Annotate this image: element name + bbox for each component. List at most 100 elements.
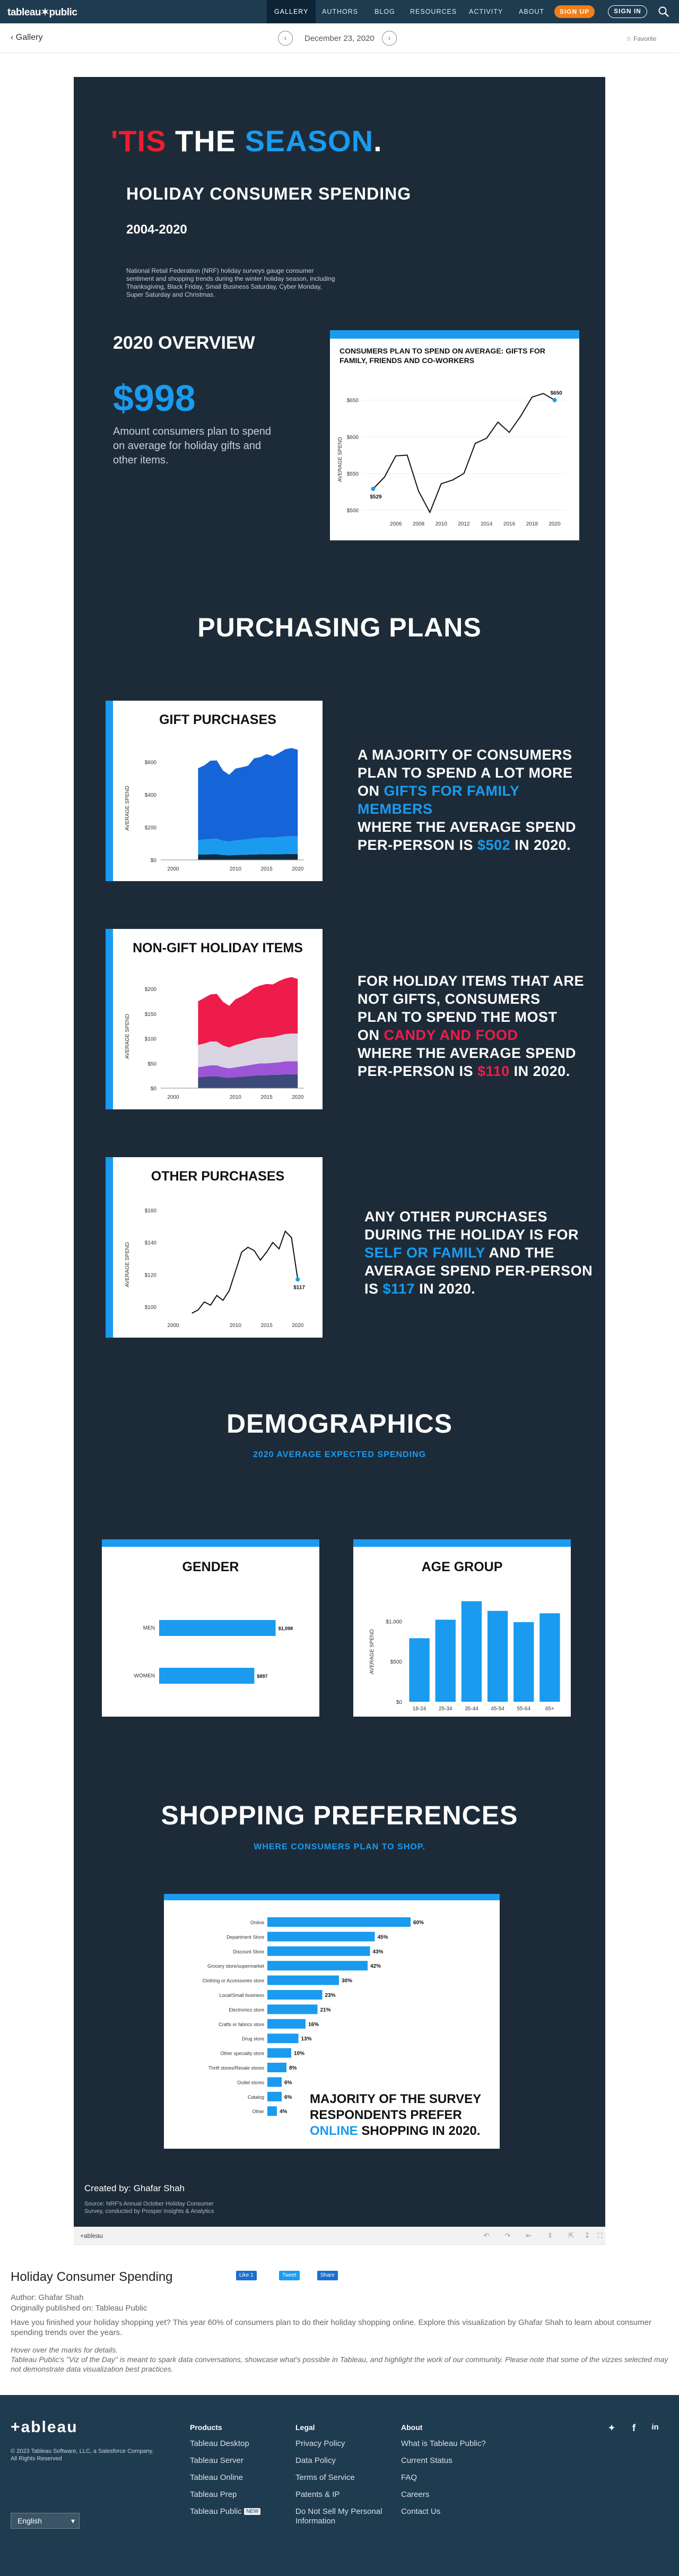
x-tick-label: 2010 bbox=[436, 521, 448, 527]
redo-icon[interactable]: ↷ bbox=[504, 2232, 511, 2239]
tableau-toolbar-logo[interactable]: +ableau bbox=[80, 2232, 103, 2239]
nav-gallery[interactable]: GALLERY bbox=[267, 0, 316, 23]
download-icon[interactable]: ↧ bbox=[584, 2232, 590, 2239]
purchasing-heading: PURCHASING PLANS bbox=[197, 613, 482, 642]
gender-accent-bar bbox=[102, 1539, 319, 1547]
x-tick-label: 2000 bbox=[167, 866, 179, 872]
nongift-statement-line: FOR HOLIDAY ITEMS THAT ARE bbox=[358, 973, 585, 989]
series-line bbox=[191, 1230, 299, 1314]
footer-link-privacy[interactable]: Privacy Policy bbox=[295, 2439, 345, 2448]
other-statement-highlight: SELF OR FAMILY bbox=[364, 1245, 485, 1261]
source-note: Source: NRF's Annual October Holiday Con… bbox=[84, 2201, 214, 2215]
demographics-subheading: 2020 AVERAGE EXPECTED SPENDING bbox=[253, 1450, 426, 1459]
data-label: 8% bbox=[289, 2065, 297, 2071]
footer-link-tableau-desktop[interactable]: Tableau Desktop bbox=[190, 2439, 249, 2448]
age-bar-chart: $0 $500 $1,000 18-24 25-34 35-44 45-54 55-64 65+ bbox=[386, 1601, 560, 1712]
footer-link-faq[interactable]: FAQ bbox=[401, 2473, 417, 2482]
footer-link-data-policy[interactable]: Data Policy bbox=[295, 2456, 336, 2465]
search-icon[interactable] bbox=[658, 6, 669, 18]
language-select-value: English bbox=[18, 2517, 42, 2525]
footer-link-what-is[interactable]: What is Tableau Public? bbox=[401, 2439, 486, 2448]
bar bbox=[267, 1990, 323, 2000]
y-tick-label: $1,000 bbox=[386, 1619, 402, 1625]
start-point bbox=[371, 487, 376, 491]
x-tick-label: 2016 bbox=[503, 521, 516, 527]
shopping-statement-line: RESPONDENTS PREFER bbox=[310, 2108, 462, 2122]
category-label: 25-34 bbox=[439, 1706, 452, 1712]
other-statement-line: ANY OTHER PURCHASES bbox=[364, 1209, 548, 1225]
category-label: MEN bbox=[143, 1625, 155, 1631]
footer-link-tableau-online[interactable]: Tableau Online bbox=[190, 2473, 243, 2482]
nav-resources[interactable]: RESOURCES bbox=[410, 8, 457, 15]
sign-in-button[interactable]: SIGN IN bbox=[608, 5, 647, 18]
favorite-button[interactable]: ☆ Favorite bbox=[626, 35, 656, 42]
language-select[interactable]: English ▾ bbox=[11, 2513, 80, 2529]
sign-up-button[interactable]: SIGN UP bbox=[554, 5, 595, 18]
footer-link-terms[interactable]: Terms of Service bbox=[295, 2473, 355, 2482]
facebook-like-button[interactable]: Like 1 bbox=[236, 2271, 257, 2280]
nongift-statement-line: PLAN TO SPEND THE MOST bbox=[358, 1009, 558, 1025]
x-tick-label: 2000 bbox=[167, 1323, 179, 1329]
x-tick-label: 2020 bbox=[549, 521, 561, 527]
bar bbox=[539, 1613, 560, 1702]
data-label: $1,098 bbox=[278, 1626, 293, 1631]
footer-link-do-not-sell[interactable]: Do Not Sell My Personal Information bbox=[295, 2507, 382, 2526]
x-tick-label: 2015 bbox=[260, 1095, 273, 1100]
share-icon[interactable]: ⇱ bbox=[568, 2232, 574, 2239]
viz-dashboard: 'TIS THE SEASON. HOLIDAY CONSUMER SPENDI… bbox=[74, 77, 605, 2227]
back-to-gallery-link[interactable]: ‹ Gallery bbox=[11, 33, 42, 42]
other-statement-value: $117 bbox=[382, 1281, 415, 1297]
pause-icon[interactable]: ‖ bbox=[549, 2232, 552, 2239]
previous-date-button[interactable]: ‹ bbox=[278, 31, 293, 46]
viz-title: Holiday Consumer Spending bbox=[11, 2270, 173, 2284]
nongift-statement-line: WHERE THE AVERAGE SPEND bbox=[358, 1045, 577, 1061]
bar bbox=[267, 2077, 282, 2087]
dashboard-title: HOLIDAY CONSUMER SPENDING bbox=[126, 184, 412, 203]
tweet-button[interactable]: Tweet bbox=[279, 2271, 300, 2280]
nongift-statement-text: ON bbox=[358, 1027, 384, 1043]
tableau-public-logo[interactable]: tableau✶public bbox=[7, 7, 77, 18]
category-label: Catalog bbox=[248, 2095, 264, 2100]
footer-link-status[interactable]: Current Status bbox=[401, 2456, 452, 2465]
revert-icon[interactable]: ⇤ bbox=[526, 2232, 532, 2239]
series-area bbox=[198, 1074, 298, 1088]
nongift-statement-text: PER-PERSON IS bbox=[358, 1063, 478, 1079]
gift-chart-title: GIFT PURCHASES bbox=[159, 712, 276, 727]
footer-link-tableau-public[interactable]: Tableau Public bbox=[190, 2507, 242, 2516]
viz-date: December 23, 2020 bbox=[304, 34, 375, 43]
footer-link-patents[interactable]: Patents & IP bbox=[295, 2490, 340, 2499]
overview-line-chart: $500 $550 $600 $650 2006 2008 2010 2012 2014 2016… bbox=[347, 391, 566, 527]
category-label: Crafts or fabrics store bbox=[219, 2022, 264, 2027]
y-tick-label: $0 bbox=[151, 858, 157, 864]
end-data-label: $650 bbox=[551, 391, 563, 397]
footer-legal-heading: Legal bbox=[295, 2423, 315, 2432]
category-label: Department Store bbox=[227, 1934, 264, 1940]
top-nav: tableau✶public GALLERY AUTHORS BLOG RESO… bbox=[0, 0, 679, 23]
footer-products-heading: Products bbox=[190, 2423, 222, 2432]
footer-link-careers[interactable]: Careers bbox=[401, 2490, 430, 2499]
data-label: 42% bbox=[370, 1963, 381, 1969]
undo-icon[interactable]: ↶ bbox=[483, 2232, 490, 2239]
nav-authors[interactable]: AUTHORS bbox=[322, 8, 359, 15]
linkedin-icon[interactable]: in bbox=[651, 2423, 659, 2432]
x-tick-label: 2008 bbox=[413, 521, 425, 527]
fullscreen-icon[interactable]: ⛶ bbox=[597, 2232, 603, 2239]
category-label: 55-64 bbox=[517, 1706, 530, 1712]
footer-tableau-logo[interactable]: +ableau bbox=[11, 2418, 78, 2436]
y-tick-label: $550 bbox=[347, 471, 359, 477]
category-label: 18-24 bbox=[413, 1706, 426, 1712]
facebook-icon[interactable]: f bbox=[632, 2423, 636, 2433]
nav-activity[interactable]: ACTIVITY bbox=[469, 8, 503, 15]
linkedin-share-button[interactable]: Share bbox=[317, 2271, 338, 2280]
footer-link-contact[interactable]: Contact Us bbox=[401, 2507, 441, 2516]
nav-about[interactable]: ABOUT bbox=[519, 8, 545, 15]
twitter-icon[interactable]: ✦ bbox=[607, 2423, 616, 2433]
hero-the: THE bbox=[175, 124, 236, 158]
footer-link-tableau-server[interactable]: Tableau Server bbox=[190, 2456, 243, 2465]
next-date-button[interactable]: › bbox=[382, 31, 397, 46]
bar bbox=[267, 1961, 368, 1971]
shopping-bar-chart: Online 60% Department Store 45% Discount Sto… bbox=[202, 1917, 424, 2116]
nav-blog[interactable]: BLOG bbox=[375, 8, 395, 15]
x-tick-label: 2000 bbox=[167, 1095, 179, 1100]
footer-link-tableau-prep[interactable]: Tableau Prep bbox=[190, 2490, 237, 2499]
